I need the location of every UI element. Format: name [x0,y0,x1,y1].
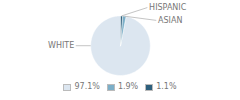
svg-text:HISPANIC: HISPANIC [149,3,187,12]
html-text:1.9%: 1.9% [117,82,139,91]
html-text:97.1%: 97.1% [74,82,100,91]
html-text:1.1%: 1.1% [156,82,177,91]
svg-text:ASIAN: ASIAN [158,16,182,25]
svg-text:WHITE: WHITE [48,41,74,50]
